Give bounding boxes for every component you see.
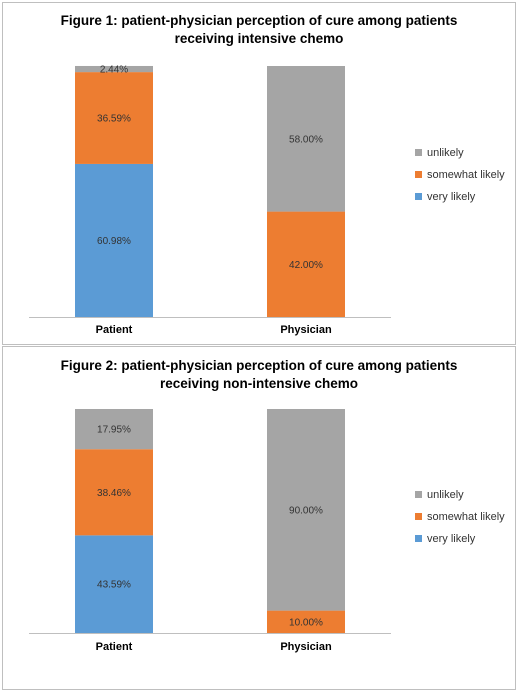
data-label: 42.00% <box>289 260 323 271</box>
category-label: Patient <box>96 324 133 336</box>
legend-swatch <box>415 193 422 200</box>
chart-title: Figure 1: patient-physician perception o… <box>3 12 515 48</box>
chart-panel-1: Figure 1: patient-physician perception o… <box>2 2 516 345</box>
bar-segment-unlikely <box>267 409 345 611</box>
data-label: 10.00% <box>289 617 323 628</box>
chart-title-line-1: Figure 2: patient-physician perception o… <box>60 358 458 373</box>
category-label: Patient <box>96 641 133 653</box>
chart-title-line-1: Figure 1: patient-physician perception o… <box>60 13 458 28</box>
legend-swatch <box>415 171 422 178</box>
legend-label: very likely <box>427 191 476 203</box>
legend-label: unlikely <box>427 489 464 501</box>
data-label: 90.00% <box>289 505 323 516</box>
category-label: Physician <box>280 641 332 653</box>
legend-label: unlikely <box>427 147 464 159</box>
bar-segment-somewhat-likely <box>267 610 345 633</box>
stacked-bar-chart: 43.59% 38.46% 17.95% Patient 10.00% 90.00% Phy… <box>29 409 505 653</box>
bar-segment-somewhat-likely <box>75 449 153 536</box>
data-label: 58.00% <box>289 134 323 145</box>
chart-panel-2: Figure 2: patient-physician perception o… <box>2 346 516 690</box>
bar-segment-somewhat-likely <box>267 211 345 317</box>
category-label: Physician <box>280 324 332 336</box>
data-label: 43.59% <box>97 580 131 591</box>
legend-swatch <box>415 491 422 498</box>
legend-label: somewhat likely <box>427 169 505 181</box>
data-label: 2.44% <box>100 65 128 76</box>
bar-segment-unlikely <box>267 66 345 212</box>
chart-title-line-2: receiving intensive chemo <box>174 31 344 46</box>
legend-swatch <box>415 513 422 520</box>
legend-swatch <box>415 149 422 156</box>
data-label: 17.95% <box>97 425 131 436</box>
legend-swatch <box>415 535 422 542</box>
chart-title: Figure 2: patient-physician perception o… <box>3 357 515 393</box>
data-label: 60.98% <box>97 236 131 247</box>
bar-segment-unlikely <box>75 65 153 73</box>
bar-segment-very-likely <box>75 163 153 317</box>
bar-segment-very-likely <box>75 535 153 633</box>
bar-segment-unlikely <box>75 409 153 450</box>
data-label: 38.46% <box>97 488 131 499</box>
bar-segment-somewhat-likely <box>75 72 153 164</box>
stacked-bar-chart: 60.98% 36.59% 2.44% Patient 42.00% 58.00% Phys… <box>29 65 505 336</box>
legend-label: very likely <box>427 533 476 545</box>
chart-title-line-2: receiving non-intensive chemo <box>159 376 359 391</box>
legend-label: somewhat likely <box>427 511 505 523</box>
data-label: 36.59% <box>97 114 131 125</box>
